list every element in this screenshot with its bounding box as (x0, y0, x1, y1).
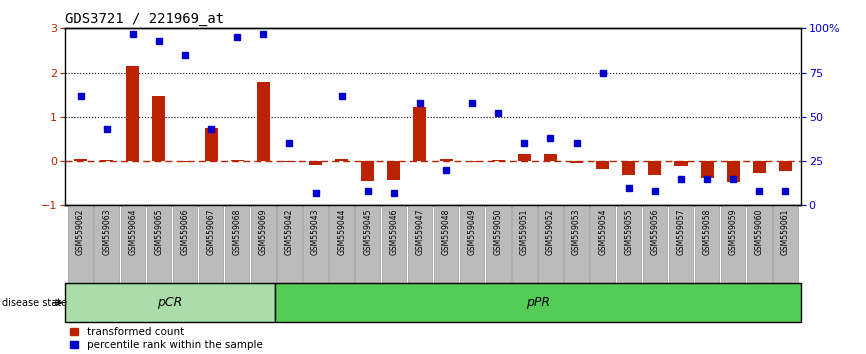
Text: GSM559069: GSM559069 (259, 209, 268, 255)
Text: GSM559042: GSM559042 (285, 209, 294, 255)
Bar (329, 205, 354, 283)
Bar (335, 159, 348, 161)
Bar (146, 205, 171, 283)
Bar (152, 96, 165, 161)
Text: GSM559058: GSM559058 (702, 209, 712, 255)
Bar (68, 205, 93, 283)
Bar (675, 161, 688, 166)
Bar (486, 205, 511, 283)
Bar (544, 154, 557, 161)
Bar (199, 205, 223, 283)
Text: GSM559057: GSM559057 (676, 209, 686, 255)
Bar (303, 205, 328, 283)
Bar (747, 205, 772, 283)
Text: GSM559053: GSM559053 (572, 209, 581, 255)
Bar (172, 205, 197, 283)
Bar (126, 66, 139, 161)
Bar (283, 161, 296, 162)
Bar (695, 205, 720, 283)
Bar (518, 154, 531, 161)
Bar (727, 161, 740, 182)
Text: GSM559047: GSM559047 (416, 209, 424, 255)
Bar (309, 161, 322, 165)
Text: GSM559063: GSM559063 (102, 209, 111, 255)
Bar (512, 205, 537, 283)
Text: pPR: pPR (527, 296, 550, 309)
Bar (649, 161, 662, 175)
Bar (753, 161, 766, 173)
Bar (701, 161, 714, 178)
Text: GSM559062: GSM559062 (76, 209, 85, 255)
Text: GSM559064: GSM559064 (128, 209, 138, 255)
Bar (382, 205, 406, 283)
Bar (65, 283, 275, 322)
Bar (178, 161, 191, 162)
Bar (466, 161, 479, 162)
Bar (275, 283, 801, 322)
Text: GSM559065: GSM559065 (154, 209, 164, 255)
Bar (538, 205, 563, 283)
Text: GSM559056: GSM559056 (650, 209, 659, 255)
Text: GSM559052: GSM559052 (546, 209, 555, 255)
Text: GSM559050: GSM559050 (494, 209, 503, 255)
Legend: transformed count, percentile rank within the sample: transformed count, percentile rank withi… (70, 327, 262, 350)
Bar (413, 107, 426, 161)
Text: GSM559068: GSM559068 (233, 209, 242, 255)
Bar (257, 82, 270, 161)
Bar (779, 161, 792, 171)
Bar (623, 161, 636, 175)
Text: GDS3721 / 221969_at: GDS3721 / 221969_at (65, 12, 224, 26)
Bar (355, 205, 380, 283)
Bar (100, 160, 113, 161)
Text: GSM559045: GSM559045 (363, 209, 372, 255)
Bar (94, 205, 119, 283)
Bar (251, 205, 275, 283)
Text: disease state: disease state (2, 298, 67, 308)
Text: GSM559055: GSM559055 (624, 209, 633, 255)
Text: GSM559046: GSM559046 (390, 209, 398, 255)
Bar (643, 205, 667, 283)
Text: GSM559059: GSM559059 (728, 209, 738, 255)
Text: GSM559049: GSM559049 (468, 209, 476, 255)
Bar (773, 205, 798, 283)
Text: GSM559060: GSM559060 (755, 209, 764, 255)
Text: pCR: pCR (158, 296, 183, 309)
Bar (591, 205, 615, 283)
Text: GSM559051: GSM559051 (520, 209, 529, 255)
Bar (361, 161, 374, 181)
Bar (74, 159, 87, 161)
Bar (721, 205, 746, 283)
Bar (570, 161, 583, 163)
Bar (277, 205, 301, 283)
Bar (565, 205, 589, 283)
Bar (408, 205, 432, 283)
Bar (617, 205, 641, 283)
Bar (434, 205, 458, 283)
Text: GSM559048: GSM559048 (442, 209, 450, 255)
Text: GSM559067: GSM559067 (207, 209, 216, 255)
Text: GSM559044: GSM559044 (337, 209, 346, 255)
Bar (669, 205, 694, 283)
Bar (230, 160, 243, 161)
Bar (204, 128, 217, 161)
Text: GSM559054: GSM559054 (598, 209, 607, 255)
Text: GSM559061: GSM559061 (781, 209, 790, 255)
Bar (120, 205, 145, 283)
Text: GSM559066: GSM559066 (180, 209, 190, 255)
Bar (387, 161, 400, 179)
Bar (460, 205, 484, 283)
Bar (596, 161, 609, 169)
Text: GSM559043: GSM559043 (311, 209, 320, 255)
Bar (492, 160, 505, 161)
Bar (225, 205, 249, 283)
Bar (440, 159, 453, 161)
